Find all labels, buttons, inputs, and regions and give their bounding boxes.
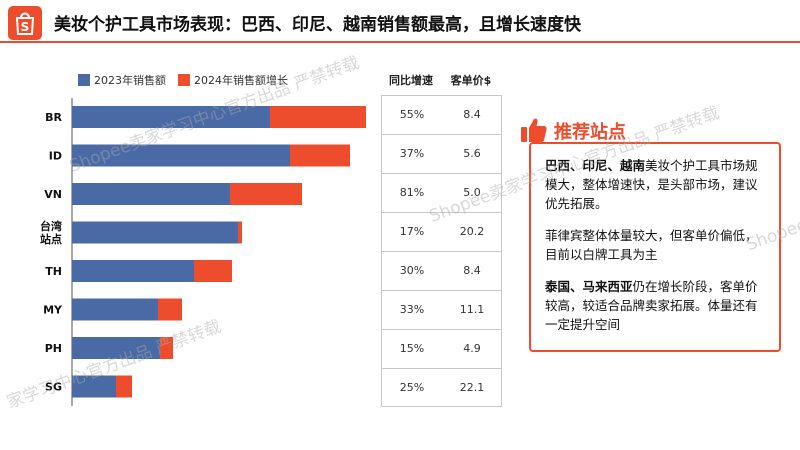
category-label: SG xyxy=(45,381,62,394)
category-label: TH xyxy=(45,265,62,278)
bar-2023 xyxy=(72,298,158,321)
table-row: 81% 5.0 xyxy=(382,174,501,213)
price-cell: 20.2 xyxy=(459,225,485,238)
recommend-para-3: 泰国、马来西亚仍在增长阶段，客单价较高，较适合品牌卖家拓展。体量还有一定提升空间 xyxy=(545,277,765,334)
table-row: 37% 5.6 xyxy=(382,135,501,174)
table-row: 17% 20.2 xyxy=(382,213,501,252)
table-row: 15% 4.9 xyxy=(382,330,501,369)
category-label: MY xyxy=(43,304,63,317)
bar-2024-growth xyxy=(194,260,232,282)
growth-cell: 30% xyxy=(399,264,425,277)
recommend-title: 推荐站点 xyxy=(554,122,626,143)
col-head-growth: 同比增速 xyxy=(389,74,433,87)
price-cell: 5.0 xyxy=(463,186,481,199)
legend-swatch xyxy=(178,74,190,86)
growth-cell: 37% xyxy=(399,147,425,160)
recommend-para-1-text: 美妆个护工具市场规模大，整体增速快，是头部市场，建议优先拓展。 xyxy=(545,158,758,211)
recommend-para-3-bold: 泰国、马来西亚 xyxy=(545,279,633,294)
bar-2023 xyxy=(72,106,270,128)
growth-cell: 33% xyxy=(399,303,425,316)
bar-2023 xyxy=(72,183,230,205)
bar-2024-growth xyxy=(116,375,132,398)
legend-label: 2024年销售额增长 xyxy=(194,73,288,87)
bar-2024-growth xyxy=(238,221,242,244)
legend-swatch xyxy=(78,74,90,86)
bar-2023 xyxy=(72,260,194,282)
bar-2023 xyxy=(72,337,160,359)
bar-2024-growth xyxy=(290,144,350,167)
price-cell: 8.4 xyxy=(463,108,481,121)
metrics-table: 55% 8.4 37% 5.6 81% 5.0 17% 20.2 30% 8.4 33% 11.1 15… xyxy=(381,95,502,407)
table-row: 25% 22.1 xyxy=(382,369,501,408)
recommend-header: 推荐站点 xyxy=(520,115,638,145)
recommend-para-1: 巴西、印尼、越南美妆个护工具市场规模大，整体增速快，是头部市场，建议优先拓展。 xyxy=(545,156,765,213)
bar-2024-growth xyxy=(158,298,182,321)
category-label: ID xyxy=(49,150,62,163)
recommend-para-1-bold: 巴西、印尼、越南 xyxy=(545,158,646,173)
recommend-para-3-text: 仍在增长阶段，客单价较高，较适合品牌卖家拓展。体量还有一定提升空间 xyxy=(545,279,758,332)
thumbs-up-icon xyxy=(521,118,547,142)
price-cell: 4.9 xyxy=(463,342,481,355)
header-divider xyxy=(0,41,800,43)
recommend-para-2: 菲律宾整体体量较大，但客单价偏低，目前以白牌工具为主 xyxy=(545,226,765,264)
bar-2023 xyxy=(72,144,290,167)
category-label: PH xyxy=(45,342,62,355)
growth-cell: 55% xyxy=(399,108,425,121)
table-row: 55% 8.4 xyxy=(382,96,501,135)
shopping-bag-icon: S xyxy=(15,12,35,35)
logo-letter: S xyxy=(21,20,30,34)
growth-cell: 15% xyxy=(399,342,425,355)
table-row: 33% 11.1 xyxy=(382,291,501,330)
growth-cell: 25% xyxy=(399,381,425,394)
table-row: 30% 8.4 xyxy=(382,252,501,291)
price-cell: 5.6 xyxy=(463,147,481,160)
price-cell: 8.4 xyxy=(463,264,481,277)
recommend-para-2-text: 菲律宾整体体量较大，但客单价偏低，目前以白牌工具为主 xyxy=(545,228,758,262)
bar-2024-growth xyxy=(230,183,302,205)
page-title: 美妆个护工具市场表现：巴西、印尼、越南销售额最高，且增长速度快 xyxy=(54,15,581,35)
bar-2024-growth xyxy=(160,337,173,359)
bar-2023 xyxy=(72,375,116,398)
bar-2023 xyxy=(72,221,238,244)
price-cell: 11.1 xyxy=(459,303,485,316)
col-head-price: 客单价$ xyxy=(450,74,492,87)
category-label: 台湾 xyxy=(40,219,62,233)
category-label: VN xyxy=(44,188,62,201)
recommend-box: 巴西、印尼、越南美妆个护工具市场规模大，整体增速快，是头部市场，建议优先拓展。 … xyxy=(529,142,781,352)
category-label: BR xyxy=(45,111,62,124)
growth-cell: 81% xyxy=(399,186,425,199)
bar-2024-growth xyxy=(270,106,366,128)
shopee-logo: S xyxy=(8,6,42,40)
growth-cell: 17% xyxy=(399,225,425,238)
price-cell: 22.1 xyxy=(459,381,485,394)
header-bar: S 美妆个护工具市场表现：巴西、印尼、越南销售额最高，且增长速度快 xyxy=(0,0,800,42)
category-label: 站点 xyxy=(40,232,62,246)
legend-label: 2023年销售额 xyxy=(94,73,166,87)
